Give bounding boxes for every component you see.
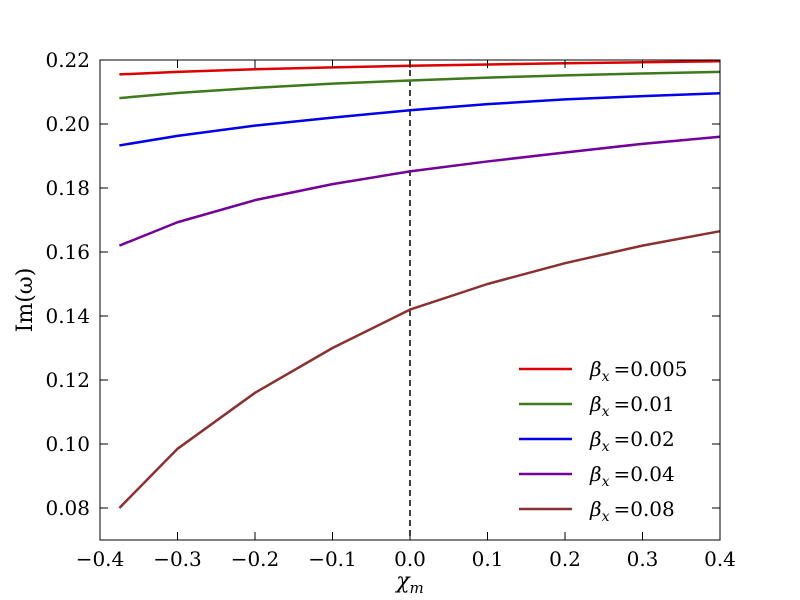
y-tick-label: 0.10 — [45, 432, 90, 456]
x-tick-label: −0.4 — [76, 547, 125, 571]
series-line-1 — [119, 60, 721, 76]
y-tick-label: 0.14 — [45, 304, 90, 328]
x-tick-label: 0.2 — [549, 547, 581, 571]
plot-frame — [99, 59, 721, 541]
series-line-5 — [118, 229, 721, 509]
y-tick-label: 0.16 — [45, 240, 90, 264]
x-tick-label: 0.3 — [627, 547, 659, 571]
legend-label-2: βx =0.01 — [589, 392, 675, 420]
legend-label-1: βx =0.005 — [589, 357, 687, 385]
legend-label-5: βx =0.08 — [589, 497, 675, 525]
x-axis-label-symbol: χ — [394, 569, 411, 594]
series-line-3 — [119, 92, 721, 147]
x-tick-label: −0.3 — [153, 547, 202, 571]
plot-area — [118, 60, 721, 540]
axis-ticks: −0.4 −0.3 −0.2 −0.1 0.0 0.1 0.2 0.3 0.4 0.08 0.10 0… — [45, 48, 735, 571]
y-axis-label: Im(ω) — [13, 268, 38, 333]
legend-label-4: βx =0.04 — [589, 462, 675, 490]
y-tick-label: 0.20 — [45, 112, 90, 136]
x-tick-label: 0.1 — [472, 547, 504, 571]
series-line-2 — [119, 70, 721, 100]
x-tick-label: 0.0 — [394, 547, 426, 571]
series-line-4 — [118, 135, 721, 247]
x-tick-label: 0.4 — [704, 547, 736, 571]
x-tick-label: −0.2 — [231, 547, 280, 571]
y-tick-label: 0.18 — [45, 176, 90, 200]
legend-label-3: βx =0.02 — [589, 427, 675, 455]
x-axis-label: χm — [394, 569, 424, 597]
x-tick-label: −0.1 — [308, 547, 357, 571]
y-tick-label: 0.22 — [45, 48, 90, 72]
legend: βx =0.005 βx =0.01 βx =0.02 βx =0.04 βx =0.08 — [519, 357, 687, 525]
x-axis-label-subscript: m — [410, 579, 424, 597]
y-tick-label: 0.12 — [45, 368, 90, 392]
y-tick-label: 0.08 — [45, 496, 90, 520]
